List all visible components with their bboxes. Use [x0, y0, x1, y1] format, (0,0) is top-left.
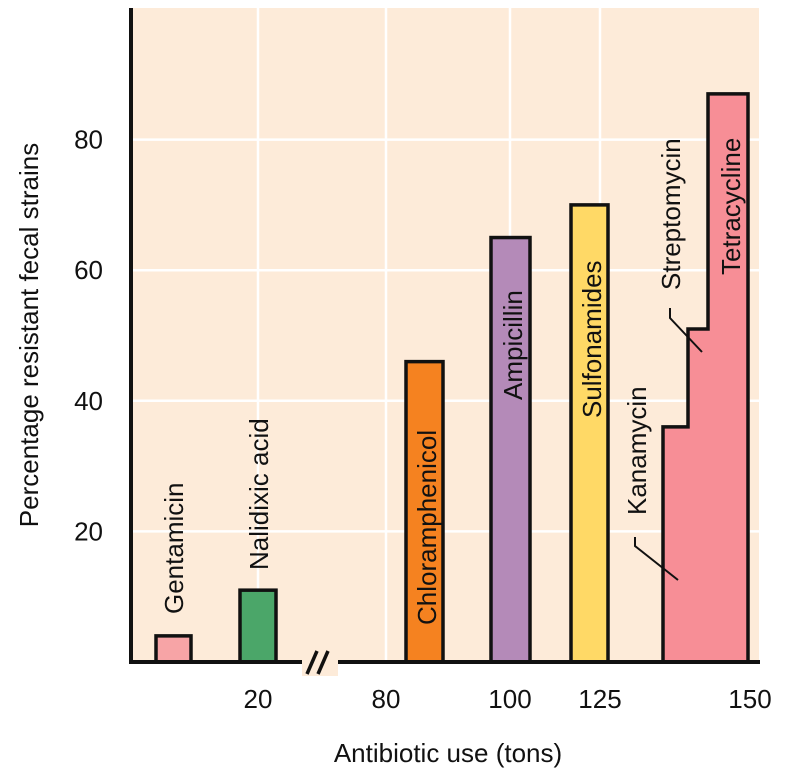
leader-line-streptomycin [669, 308, 703, 353]
axis-break [302, 648, 338, 676]
bar-labels: Gentamicin Nalidixic acid Chloramphenicol A… [159, 138, 746, 625]
bar-label-sulfonamides: Sulfonamides [577, 260, 607, 418]
x-axis-label: Antibiotic use (tons) [334, 738, 562, 768]
x-tick-label: 150 [728, 684, 771, 714]
plot-background [131, 8, 759, 662]
y-tick-label: 40 [74, 386, 103, 416]
bar-chloramphenicol [404, 359, 445, 664]
x-tick-label: 100 [488, 684, 531, 714]
y-tick-labels: 20 40 60 80 [74, 125, 103, 547]
bar-label-tetracycline: Tetracycline [716, 138, 746, 275]
bar-kanamycin-streptomycin-tetracycline [661, 92, 750, 664]
x-tick-label: 80 [372, 684, 401, 714]
leader-lines [634, 308, 703, 581]
bars [154, 92, 750, 664]
bar-gentamicin [154, 634, 193, 664]
y-tick-label: 60 [74, 255, 103, 285]
bar-label-ampicillin: Ampicillin [498, 290, 528, 400]
bar-label-nalidixic-acid: Nalidixic acid [244, 418, 274, 570]
bar-nalidixic-acid [238, 588, 278, 664]
x-tick-label: 20 [244, 684, 273, 714]
bar-ampicillin [489, 235, 532, 664]
x-tick-label: 125 [578, 684, 621, 714]
y-axis-label: Percentage resistant fecal strains [14, 143, 44, 527]
y-tick-label: 80 [74, 125, 103, 155]
y-tick-label: 20 [74, 516, 103, 546]
x-tick-labels: 20 80 100 125 150 [244, 684, 772, 714]
bar-label-streptomycin: Streptomycin [656, 138, 686, 290]
leader-line-kanamycin [634, 537, 679, 581]
bar-label-kanamycin: Kanamycin [622, 386, 652, 515]
bar-label-gentamicin: Gentamicin [159, 483, 189, 615]
bar-label-chloramphenicol: Chloramphenicol [412, 430, 442, 625]
